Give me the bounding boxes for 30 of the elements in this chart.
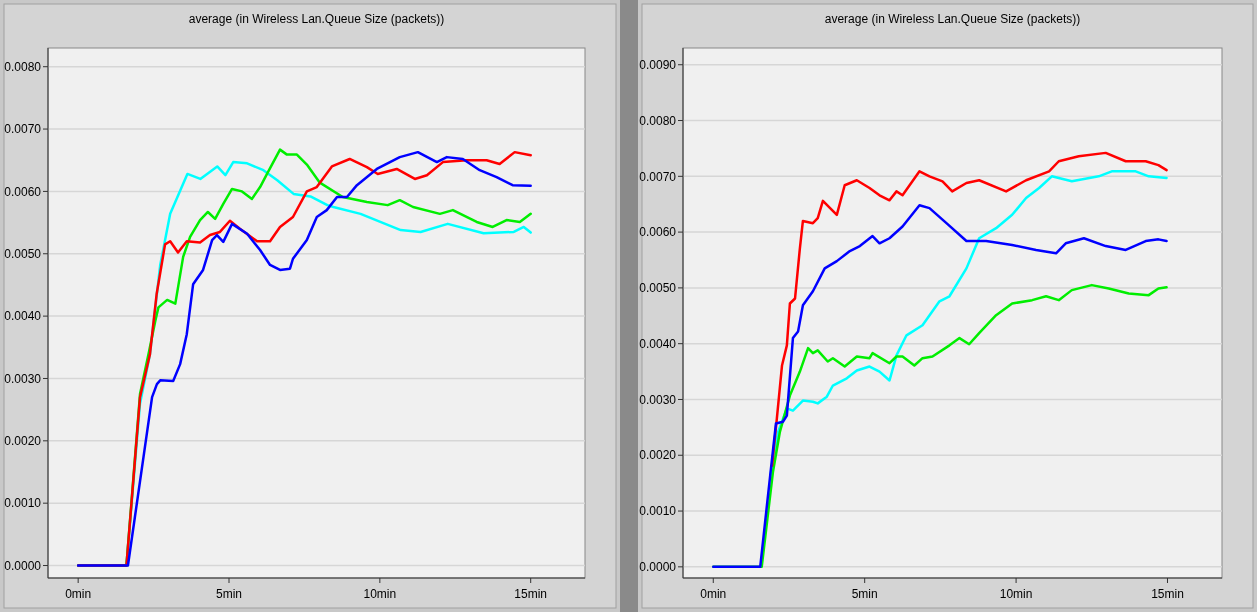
y-tick-label: 0.0020: [4, 434, 42, 449]
chart-title: average (in Wireless Lan.Queue Size (packets)): [188, 12, 445, 26]
y-tick-label: 0.0010: [4, 496, 42, 511]
chart-title: average (in Wireless Lan.Queue Size (packets)): [824, 12, 1081, 26]
y-tick-label: 0.0050: [639, 281, 677, 296]
x-tick-label: 15min: [1151, 587, 1184, 601]
y-tick-label: 0.0030: [639, 392, 677, 407]
y-tick-label: 0.0090: [639, 57, 677, 72]
y-tick-label: 0.0080: [4, 59, 42, 74]
y-tick-label: 0.0010: [639, 504, 677, 519]
x-tick-label: 10min: [363, 587, 397, 601]
x-tick-label: 0min: [65, 587, 92, 601]
y-tick-label: 0.0000: [4, 558, 42, 573]
y-tick-label: 0.0050: [4, 246, 42, 261]
y-tick-label: 0.0060: [4, 184, 42, 199]
x-tick-label: 5min: [851, 587, 878, 601]
y-tick-label: 0.0000: [639, 560, 677, 575]
x-tick-label: 0min: [700, 587, 727, 601]
y-tick-label: 0.0080: [639, 113, 677, 128]
x-tick-label: 10min: [999, 587, 1033, 601]
y-tick-label: 0.0040: [639, 336, 677, 351]
x-tick-label: 5min: [216, 587, 243, 601]
y-tick-label: 0.0020: [639, 448, 677, 463]
line-series: [712, 204, 1168, 569]
y-tick-label: 0.0040: [4, 309, 42, 324]
y-tick-label: 0.0060: [639, 225, 677, 240]
y-tick-label: 0.0070: [639, 169, 677, 184]
y-tick-label: 0.0030: [4, 371, 42, 386]
x-tick-label: 15min: [514, 587, 548, 601]
y-tick-label: 0.0070: [4, 122, 42, 137]
